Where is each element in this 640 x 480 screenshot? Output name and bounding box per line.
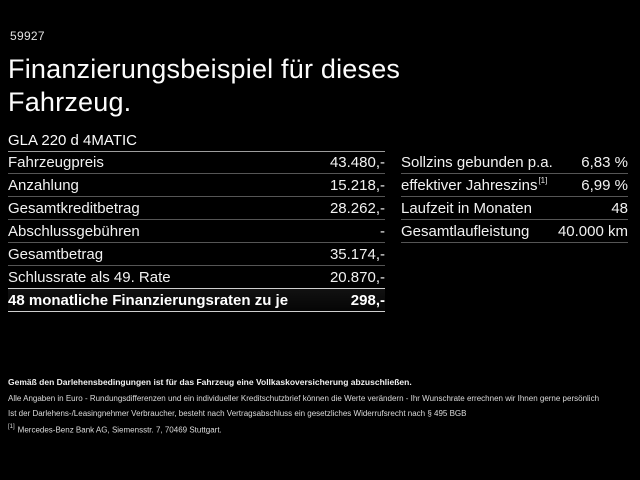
- footnote-text: Mercedes-Benz Bank AG, Siemensstr. 7, 70…: [17, 425, 222, 435]
- conditions-row-sollzins: Sollzins gebunden p.a. 6,83 %: [401, 151, 628, 174]
- conditions-row-value: 48: [611, 199, 628, 217]
- legal-disclaimer-line: Alle Angaben in Euro - Rundungsdifferenz…: [8, 394, 600, 403]
- finance-row-label: Gesamtbetrag: [8, 245, 104, 263]
- finance-row-value: 35.174,-: [329, 245, 385, 263]
- legal-withdrawal-line: Ist der Darlehens-/Leasingnehmer Verbrau…: [8, 409, 467, 418]
- page-title-line1: Finanzierungsbeispiel für dieses: [8, 54, 401, 84]
- legal-footnote: [1] Mercedes-Benz Bank AG, Siemensstr. 7,…: [8, 423, 632, 436]
- finance-row-gesamtkreditbetrag: Gesamtkreditbetrag 28.262,-: [8, 197, 385, 220]
- footnote-ref: [1]: [538, 175, 548, 185]
- finance-row-abschlussgebuehren: Abschlussgebühren -: [8, 220, 385, 243]
- finance-row-label: Schlussrate als 49. Rate: [8, 268, 171, 286]
- footnote-marker: [1]: [8, 424, 15, 430]
- finance-row-gesamtbetrag: Gesamtbetrag 35.174,-: [8, 243, 385, 266]
- finance-row-label: Fahrzeugpreis: [8, 153, 104, 171]
- finance-row-value: 20.870,-: [329, 268, 385, 286]
- finance-row-fahrzeugpreis: Fahrzeugpreis 43.480,-: [8, 151, 385, 174]
- conditions-row-value: 6,99 %: [581, 176, 628, 194]
- finance-row-label: Anzahlung: [8, 176, 79, 194]
- finance-row-schlussrate: Schlussrate als 49. Rate 20.870,-: [8, 266, 385, 289]
- legal-insurance-note: Gemäß den Darlehensbedingungen ist für d…: [8, 377, 412, 387]
- finance-row-value: 15.218,-: [329, 176, 385, 194]
- finance-row-anzahlung: Anzahlung 15.218,-: [8, 174, 385, 197]
- finance-row-value: 28.262,-: [329, 199, 385, 217]
- vehicle-model: GLA 220 d 4MATIC: [8, 130, 385, 152]
- conditions-row-label: Gesamtlaufleistung: [401, 222, 530, 240]
- finance-row-value: 43.480,-: [329, 153, 385, 171]
- finance-row-value: 298,-: [350, 291, 385, 309]
- finance-row-monthly-rate-highlight: 48 monatliche Finanzierungsraten zu je 2…: [8, 289, 385, 312]
- conditions-row-effektiver-jahreszins: effektiver Jahreszins[1] 6,99 %: [401, 174, 628, 197]
- offer-code: 59927: [10, 29, 45, 43]
- conditions-row-value: 6,83 %: [581, 153, 628, 171]
- conditions-table: Sollzins gebunden p.a. 6,83 % effektiver…: [401, 151, 628, 243]
- finance-row-label: 48 monatliche Finanzierungsraten zu je: [8, 291, 289, 309]
- conditions-row-gesamtlaufleistung: Gesamtlaufleistung 40.000 km: [401, 220, 628, 243]
- page-title: Finanzierungsbeispiel für dieses Fahrzeu…: [8, 53, 400, 119]
- finance-row-value: -: [380, 222, 385, 240]
- finance-row-label: Gesamtkreditbetrag: [8, 199, 140, 217]
- finance-table: Fahrzeugpreis 43.480,- Anzahlung 15.218,…: [8, 151, 385, 312]
- finance-row-label: Abschlussgebühren: [8, 222, 140, 240]
- conditions-row-label: effektiver Jahreszins[1]: [401, 175, 548, 194]
- conditions-row-label: Laufzeit in Monaten: [401, 199, 532, 217]
- conditions-row-value: 40.000 km: [557, 222, 628, 240]
- vehicle-model-label: GLA 220 d 4MATIC: [8, 132, 137, 149]
- conditions-row-laufzeit: Laufzeit in Monaten 48: [401, 197, 628, 220]
- page-title-line2: Fahrzeug.: [8, 87, 132, 117]
- conditions-row-label: Sollzins gebunden p.a.: [401, 153, 553, 171]
